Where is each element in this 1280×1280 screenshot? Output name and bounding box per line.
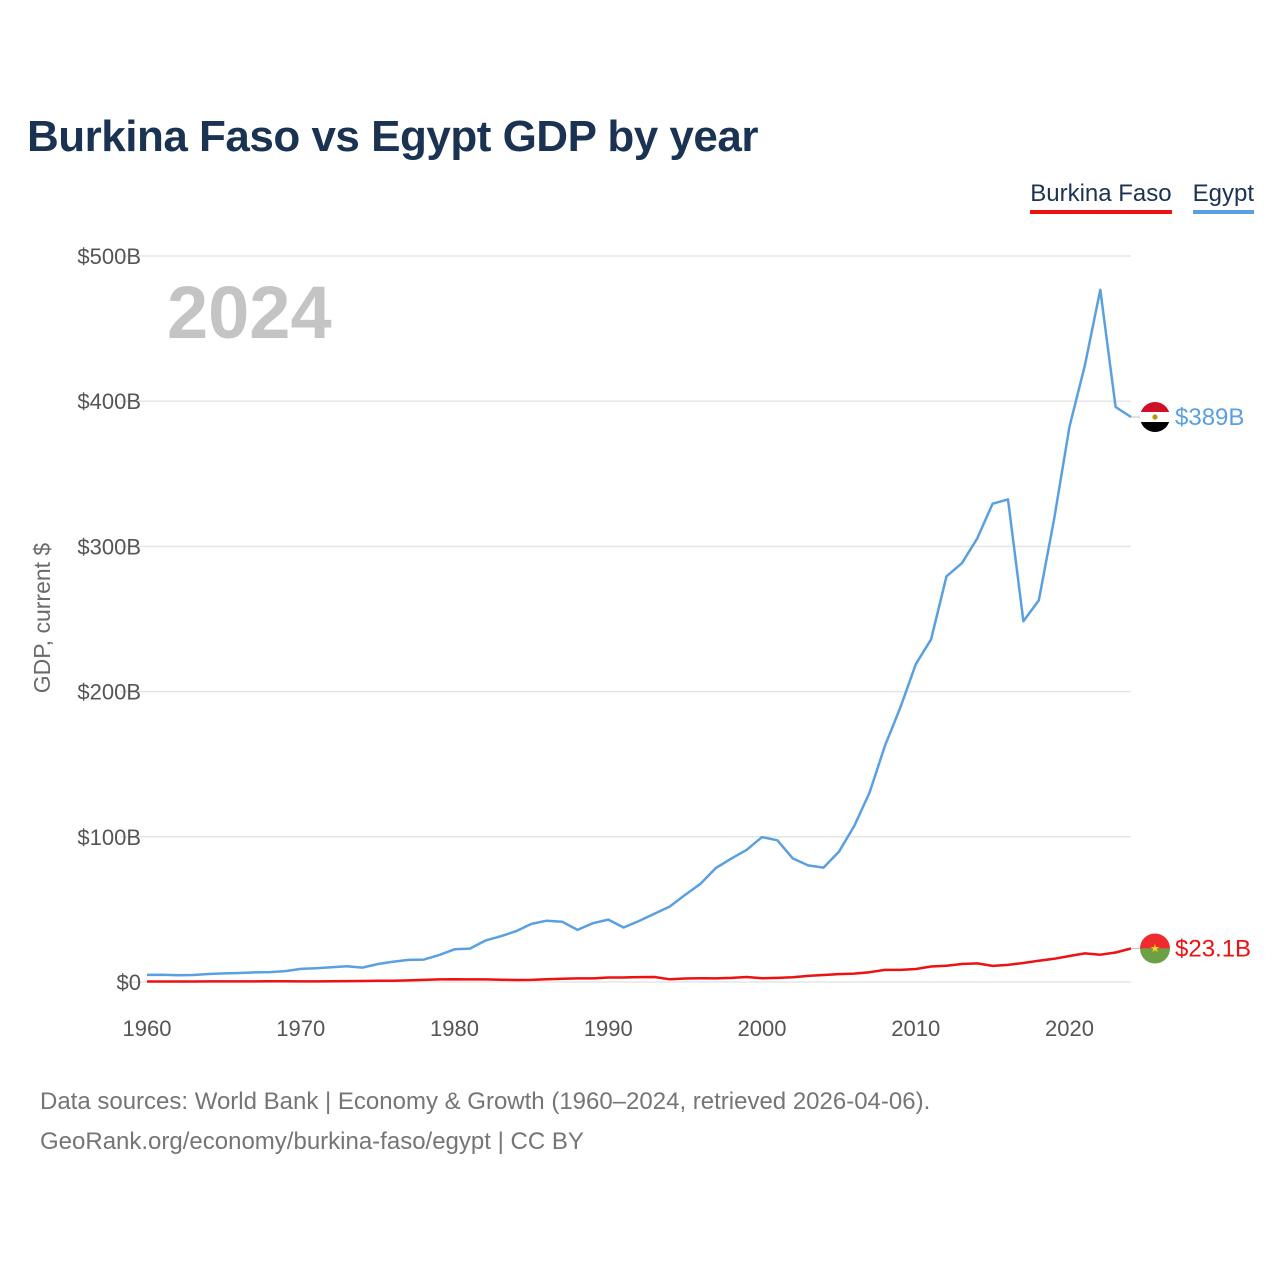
- x-tick-label: 2020: [1045, 1016, 1094, 1041]
- x-tick-label: 1970: [276, 1016, 325, 1041]
- egypt-flag-icon: [1140, 402, 1170, 433]
- y-tick-label: $100B: [77, 825, 141, 850]
- burkina-faso-flag-icon: [1140, 933, 1170, 964]
- legend-item-burkina-faso[interactable]: Burkina Faso: [1030, 180, 1172, 214]
- x-tick-label: 2000: [738, 1016, 787, 1041]
- source-url-text: GeoRank.org/economy/burkina-faso/egypt |…: [40, 1128, 584, 1155]
- legend-item-egypt[interactable]: Egypt: [1192, 180, 1254, 214]
- chart-title: Burkina Faso vs Egypt GDP by year: [27, 112, 758, 161]
- x-tick-label: 1960: [123, 1016, 172, 1041]
- series-line-burkina-faso[interactable]: [147, 947, 1132, 983]
- y-tick-label: $500B: [77, 244, 141, 269]
- x-axis: 1960 1970 1980 1990 2000 2010 2020: [123, 1016, 1094, 1041]
- year-watermark: 2024: [167, 271, 332, 354]
- y-tick-label: $300B: [77, 534, 141, 559]
- end-markers: $389B $23.1B: [1131, 402, 1251, 964]
- y-axis-label: GDP, current $: [29, 543, 55, 694]
- x-tick-label: 1980: [430, 1016, 479, 1041]
- legend: Burkina Faso Egypt: [1030, 180, 1254, 214]
- y-tick-label: $0: [117, 970, 141, 995]
- end-value-label: $23.1B: [1175, 935, 1251, 962]
- x-tick-label: 1990: [584, 1016, 633, 1041]
- series-line-egypt[interactable]: [146, 288, 1132, 977]
- gridlines: [120, 255, 1131, 983]
- series-lines: [146, 288, 1132, 983]
- footer: Data sources: World Bank | Economy & Gro…: [40, 1082, 930, 1162]
- x-tick-label: 2010: [891, 1016, 940, 1041]
- y-tick-label: $400B: [77, 389, 141, 414]
- y-axis: $0 $100B $200B $300B $400B $500B: [77, 244, 141, 995]
- line-chart: 2024 GDP, current $ $0 $100B $200B $300B $40…: [29, 244, 1251, 1041]
- data-sources-text: Data sources: World Bank | Economy & Gro…: [40, 1088, 931, 1115]
- end-value-label: $389B: [1175, 404, 1244, 431]
- y-tick-label: $200B: [77, 680, 141, 705]
